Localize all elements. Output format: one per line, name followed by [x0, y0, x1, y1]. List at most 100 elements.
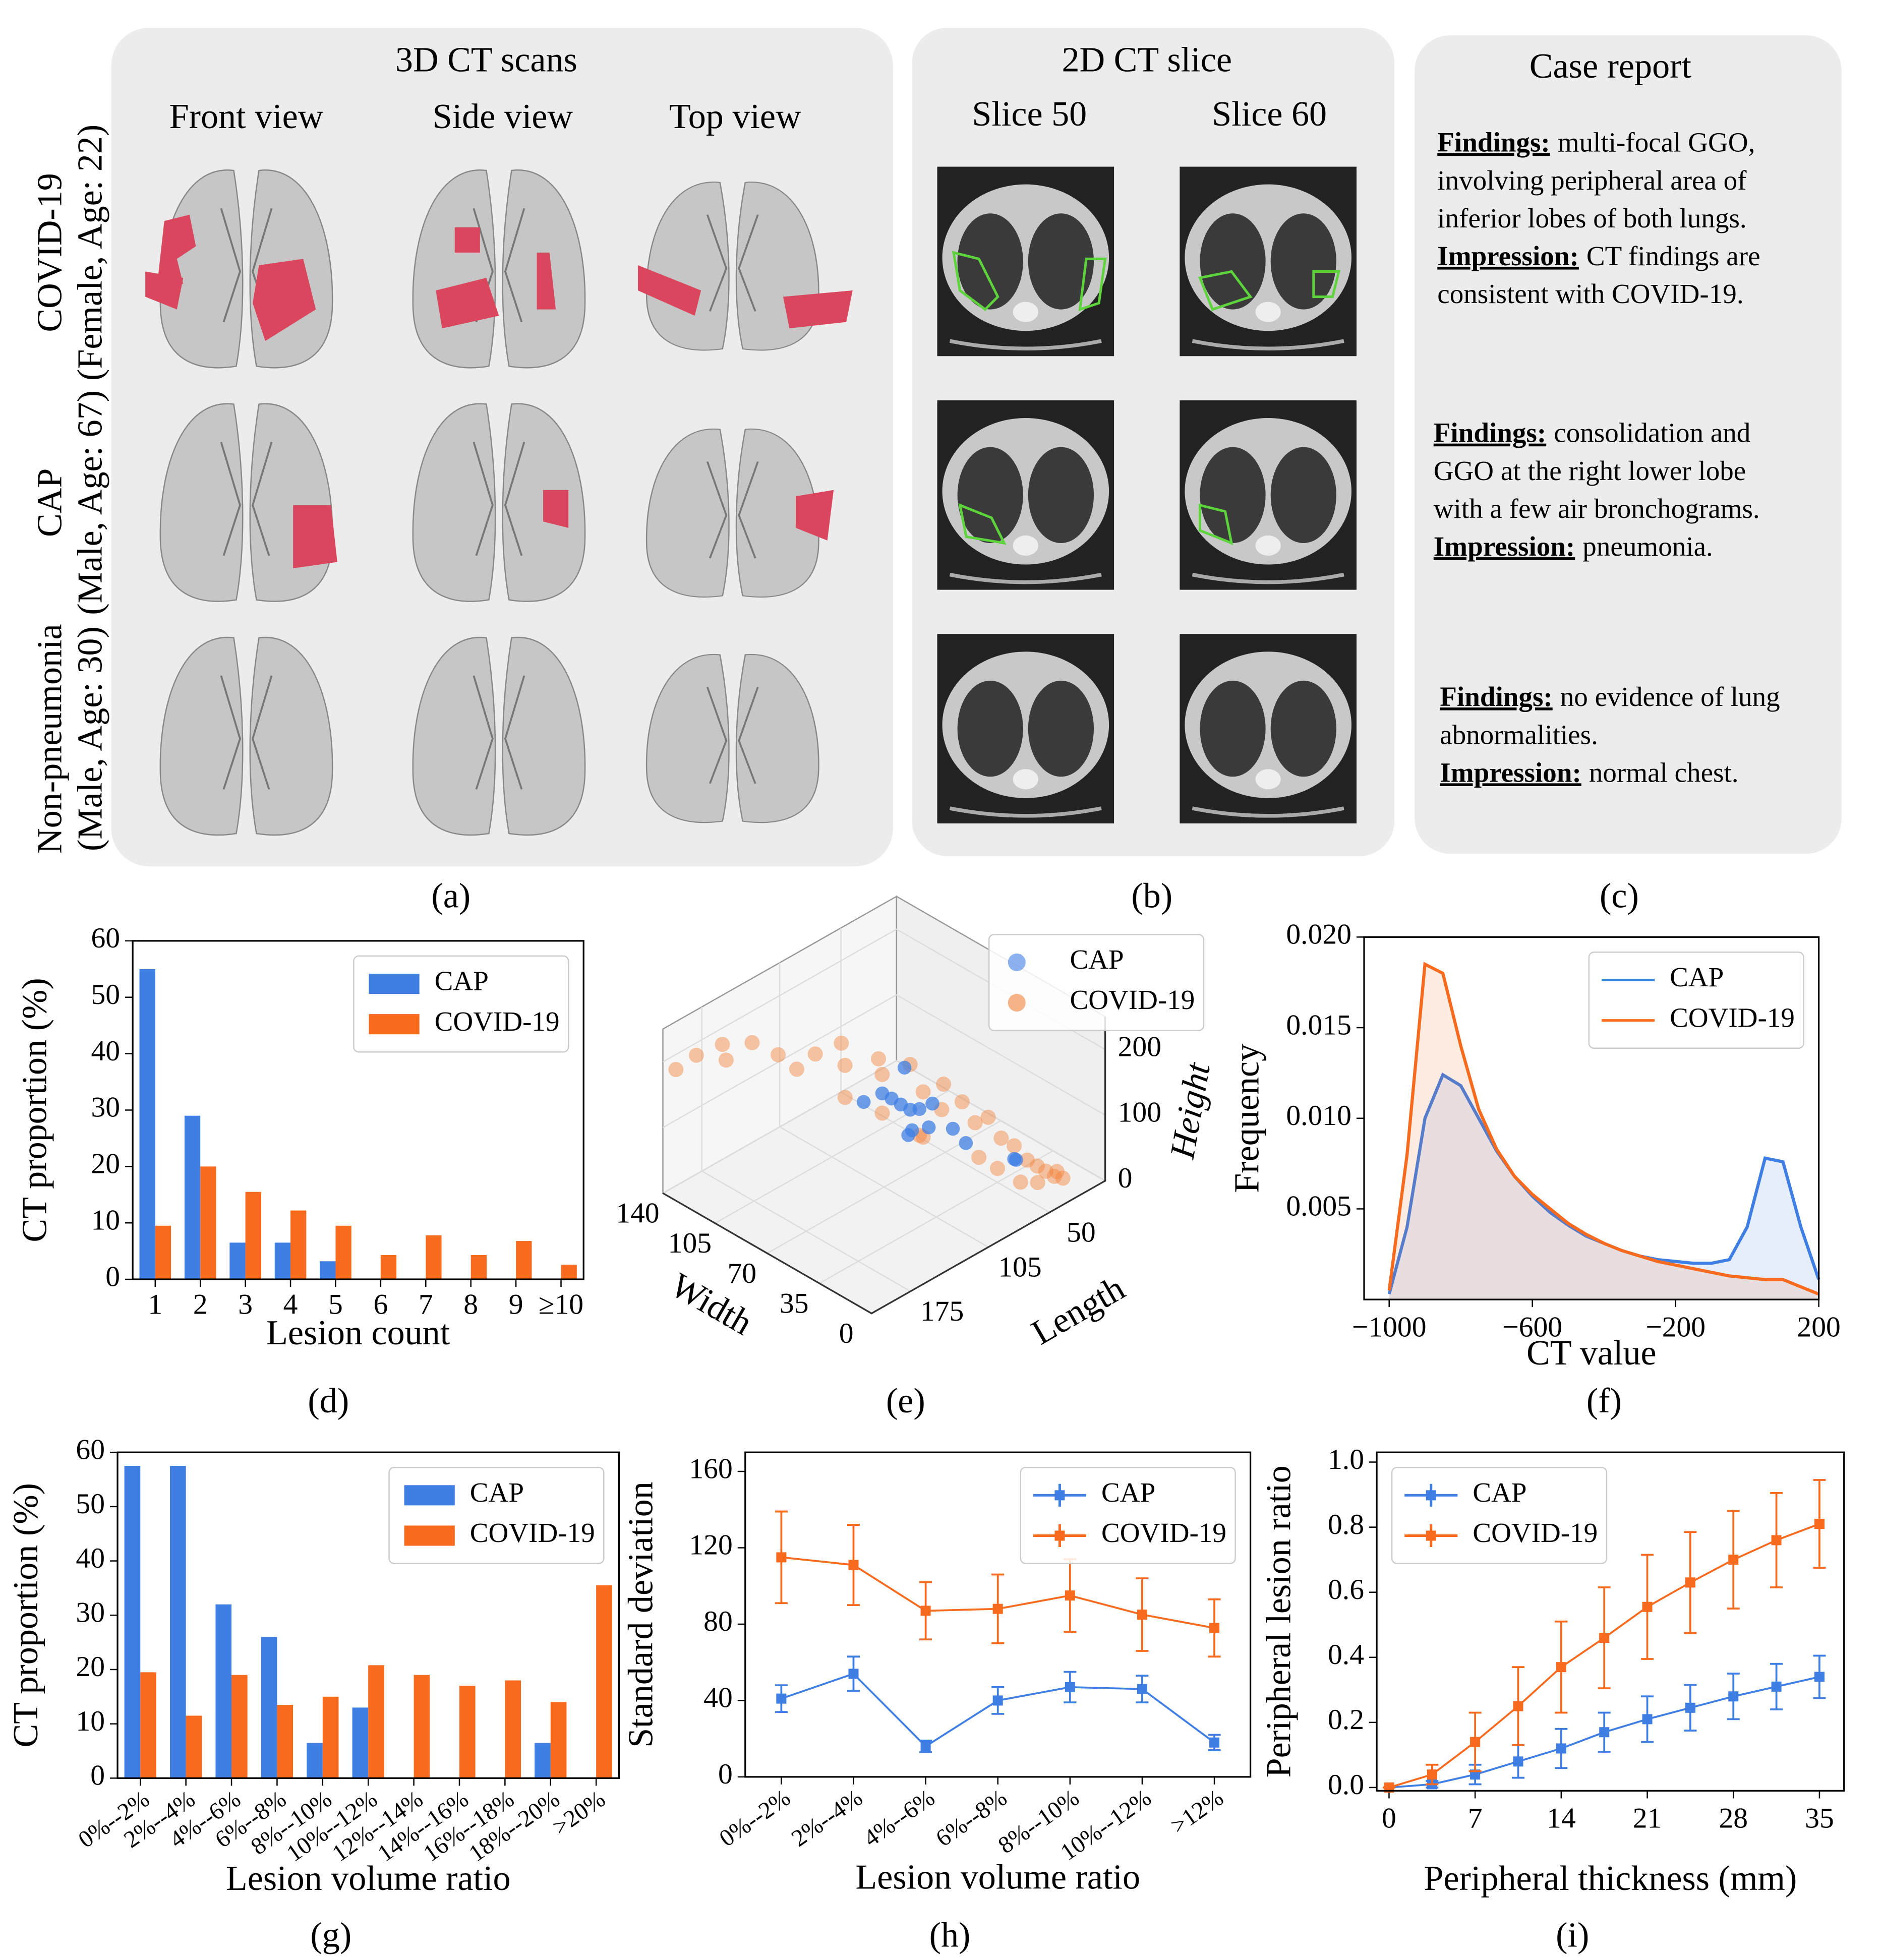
marker — [776, 1552, 787, 1563]
marker — [1209, 1737, 1220, 1748]
x-tick-label: 2%--4% — [787, 1785, 867, 1852]
bar — [170, 1466, 186, 1778]
marker — [1599, 1633, 1610, 1643]
x-tick-label: 4 — [283, 1288, 298, 1320]
point — [905, 1123, 919, 1138]
bar — [261, 1637, 277, 1778]
marker — [1814, 1672, 1825, 1682]
bar — [274, 1242, 291, 1280]
point — [870, 1051, 887, 1066]
y-tick-label: 30 — [76, 1596, 105, 1628]
bar — [215, 1604, 232, 1778]
bar — [352, 1707, 369, 1778]
point — [874, 1066, 890, 1082]
y-axis-label: CT proportion (%) — [15, 978, 54, 1242]
y-tick-label: 60 — [91, 922, 120, 954]
point — [1046, 1168, 1062, 1184]
ct-images — [937, 167, 1356, 823]
row-patient: (Male, Age: 67) — [71, 390, 110, 615]
point — [856, 1095, 871, 1109]
x-tick-label: 9 — [509, 1288, 523, 1320]
report-text: abnormalities. — [1440, 719, 1598, 750]
marker — [1642, 1601, 1653, 1612]
point — [967, 1115, 983, 1131]
y-axis-label: Standard deviation — [622, 1481, 661, 1748]
slice-label: Slice 60 — [1212, 95, 1327, 134]
y-tick-label: 0.6 — [1328, 1574, 1364, 1606]
marker — [992, 1603, 1003, 1614]
row-patient: (Male, Age: 30) — [71, 626, 110, 851]
panel-title: 2D CT slice — [1062, 40, 1232, 79]
y-tick-label: 140 — [616, 1198, 659, 1229]
point — [1038, 1163, 1053, 1179]
caption: (c) — [1600, 876, 1639, 915]
marker — [1771, 1681, 1782, 1692]
bar — [277, 1704, 293, 1778]
point — [993, 1131, 1009, 1146]
marker — [1065, 1590, 1075, 1601]
point — [789, 1061, 804, 1077]
point — [1019, 1152, 1035, 1168]
point — [971, 1150, 987, 1165]
bar — [155, 1225, 171, 1280]
report-label: Impression: — [1434, 531, 1575, 562]
x-tick-label: 200 — [1797, 1311, 1840, 1343]
marker — [1513, 1756, 1523, 1767]
point — [874, 1105, 890, 1121]
x-axis-label: CT value — [1526, 1334, 1657, 1373]
legend-swatch — [404, 1485, 455, 1506]
caption: (g) — [310, 1916, 351, 1955]
bar — [184, 1115, 201, 1280]
x-tick-label: 7 — [419, 1288, 433, 1320]
grid-line — [662, 994, 1106, 1129]
point — [946, 1121, 960, 1136]
y-tick-label: 0 — [105, 1261, 120, 1292]
point — [1029, 1158, 1045, 1174]
marker — [1814, 1519, 1825, 1529]
legend-frame — [1391, 1466, 1608, 1564]
marker — [776, 1693, 787, 1704]
legend-label: CAP — [1070, 944, 1124, 975]
x-tick-label: ≥10 — [539, 1288, 583, 1320]
point — [837, 1057, 853, 1073]
caption: (d) — [308, 1382, 349, 1420]
plot-frame — [116, 1451, 620, 1779]
legend-label: CAP — [435, 966, 489, 996]
panel-title: 3D CT scans — [395, 40, 577, 79]
bar — [426, 1235, 442, 1280]
point — [1007, 1138, 1022, 1154]
bar — [414, 1675, 430, 1778]
report-text: normal chest. — [1589, 757, 1739, 788]
bar — [505, 1680, 521, 1778]
legend-label: COVID-19 — [435, 1006, 560, 1037]
y-tick-label: 160 — [689, 1453, 732, 1484]
bar — [596, 1585, 612, 1778]
legend-label: COVID-19 — [1070, 984, 1195, 1015]
legend-swatch — [1426, 1530, 1436, 1541]
panel-c: Case report (c) Findings: multi-focal GGO… — [1415, 35, 1842, 915]
point — [897, 1060, 912, 1075]
bar — [290, 1210, 307, 1280]
point — [921, 1120, 936, 1135]
legend-label: CAP — [1473, 1477, 1526, 1508]
y-tick-label: 0 — [839, 1318, 854, 1349]
y-tick-label: 10 — [91, 1204, 120, 1236]
row-label: Non-pneumonia — [30, 624, 69, 854]
point — [1013, 1174, 1028, 1190]
panel-title: Case report — [1530, 47, 1692, 86]
y-tick-label: 1.0 — [1328, 1444, 1364, 1475]
y-tick-label: 0.010 — [1286, 1100, 1351, 1132]
marker — [1137, 1609, 1147, 1620]
marker — [1685, 1702, 1695, 1713]
bar — [335, 1225, 351, 1280]
slice-label: Slice 50 — [972, 95, 1087, 134]
bar — [380, 1255, 397, 1280]
y-tick-label: 70 — [727, 1258, 756, 1289]
legend-label: CAP — [1670, 962, 1724, 992]
y-tick-label: 20 — [91, 1148, 120, 1180]
report-text: CT findings are — [1586, 241, 1760, 271]
bar — [459, 1686, 476, 1778]
x-axis-label: Lesion volume ratio — [855, 1858, 1140, 1896]
y-tick-label: 0.020 — [1286, 919, 1351, 951]
